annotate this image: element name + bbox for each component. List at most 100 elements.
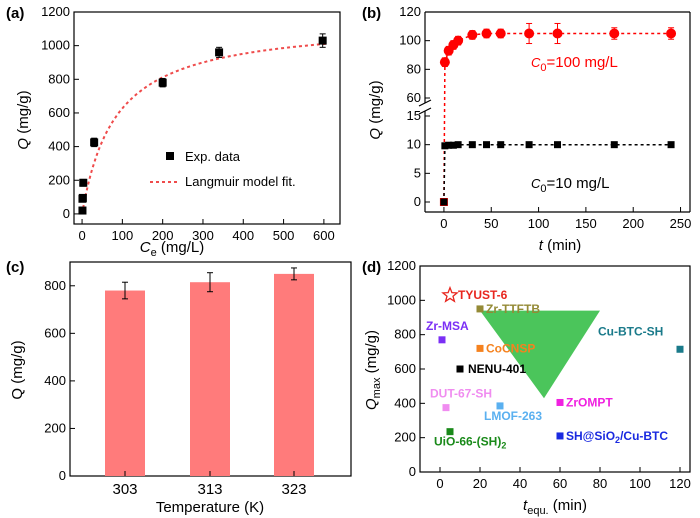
label-uio-66-sh-: UiO-66-(SH)2	[434, 435, 506, 451]
series-c0-10-point	[454, 141, 462, 149]
y-tick-label: 800	[48, 71, 70, 86]
x-tick-label: 0	[78, 228, 85, 243]
series-c0-10-point	[497, 141, 505, 149]
y-tick-label: 800	[44, 278, 66, 293]
panel-c-ylabel: Q (mg/g)	[9, 340, 26, 399]
point-zr-ttftb	[476, 305, 484, 313]
y-tick-label: 600	[394, 361, 416, 376]
y-tick-label: 0	[63, 206, 70, 221]
series-c0-10-point	[554, 141, 561, 149]
exp-data-point	[78, 206, 87, 215]
y-tick-label: 5	[414, 165, 421, 180]
legend-fit: Langmuir model fit.	[185, 174, 296, 189]
series-c0-10-point	[610, 141, 618, 149]
annotation-c0-100: C0=100 mg/L	[531, 54, 618, 74]
label-lmof-263: LMOF-263	[484, 409, 542, 423]
y-tick-label: 0	[409, 464, 416, 479]
x-tick-label: 120	[669, 476, 691, 491]
exp-data-point	[90, 138, 99, 147]
x-tick-label: 200	[152, 228, 174, 243]
y-tick-label: 15	[407, 108, 421, 123]
series-c0-100-point	[495, 28, 506, 39]
point-lmof-263	[496, 402, 504, 410]
panel-a-ylabel: Q (mg/g)	[15, 90, 32, 149]
series-c0-10-point	[483, 141, 491, 149]
langmuir-fit-curve	[81, 42, 326, 215]
bar-303	[105, 290, 145, 476]
y-tick-label: 60	[407, 90, 421, 105]
series-c0-10-line	[443, 143, 672, 203]
point-cu-btc-sh	[676, 345, 684, 353]
legend-exp-data: Exp. data	[185, 149, 241, 164]
x-tick-label: 100	[528, 216, 550, 231]
x-tick-label: 150	[575, 216, 597, 231]
x-tick-label: 80	[593, 476, 607, 491]
label-cu-btc-sh: Cu-BTC-SH	[598, 324, 663, 338]
y-tick-label: 400	[48, 139, 70, 154]
series-c0-100-point	[453, 35, 464, 46]
series-c0-10-point	[525, 141, 533, 149]
panel-d: (d) 0 20 40 60 80 100 120 0 200 400 600 800 1000 120…	[362, 258, 691, 517]
point-cocnsp	[476, 344, 484, 352]
y-tick-label: 800	[394, 327, 416, 342]
x-tick-label: 500	[273, 228, 295, 243]
x-tick-label: 0	[440, 216, 447, 231]
panel-c-title: (c)	[6, 259, 24, 276]
series-c0-100-point	[609, 28, 620, 39]
bar-323	[274, 273, 314, 476]
label-dut-67-sh: DUT-67-SH	[430, 387, 492, 401]
panel-a-frame	[73, 11, 341, 225]
label-cocnsp: CoCNSP	[486, 341, 535, 355]
y-tick-label: 600	[44, 325, 66, 340]
y-tick-label: 400	[394, 395, 416, 410]
trend-triangle-arrow	[480, 310, 600, 399]
label-nenu-401: NENU-401	[468, 362, 526, 376]
panel-b-xlabel: t (min)	[539, 237, 582, 254]
y-tick-label: 0	[414, 194, 421, 209]
series-c0-100-point	[439, 57, 450, 68]
y-tick-label: 10	[407, 137, 421, 152]
point-uio-66-sh-	[446, 428, 454, 436]
y-tick-label: 120	[399, 4, 421, 19]
panel-b: (b) 0 50 100 150 200 250 60 80 100 120 0 5 10 15 C0=…	[362, 4, 691, 254]
y-tick-label: 1000	[41, 38, 70, 53]
panel-b-title: (b)	[362, 5, 381, 22]
series-c0-10-point	[468, 141, 476, 149]
y-tick-label: 1200	[387, 258, 416, 273]
x-tick-label: 323	[281, 481, 306, 498]
y-tick-label: 0	[59, 468, 66, 483]
y-tick-label: 400	[44, 373, 66, 388]
panel-d-title: (d)	[362, 259, 381, 276]
series-c0-10-point	[441, 142, 449, 150]
series-c0-10-point	[440, 198, 448, 206]
series-c0-100-point	[481, 28, 492, 39]
y-tick-label: 200	[394, 430, 416, 445]
x-tick-label: 100	[629, 476, 651, 491]
label-tyust-6: TYUST-6	[458, 288, 508, 302]
series-c0-100-point	[552, 28, 563, 39]
panel-c-xlabel: Temperature (K)	[156, 499, 264, 516]
panel-a-title: (a)	[6, 5, 24, 22]
y-tick-label: 200	[48, 172, 70, 187]
y-tick-label: 1200	[41, 4, 70, 19]
bar-313	[190, 282, 230, 476]
x-tick-label: 250	[670, 216, 692, 231]
series-c0-100-line	[443, 32, 672, 203]
x-tick-label: 40	[513, 476, 527, 491]
exp-data-point	[158, 78, 167, 87]
panel-d-ylabel: Qmax (mg/g)	[363, 330, 383, 410]
series-c0-100-point	[467, 29, 478, 40]
x-tick-label: 50	[484, 216, 498, 231]
series-c0-100-point	[524, 28, 535, 39]
x-tick-label: 303	[112, 481, 137, 498]
legend-marker-exp	[166, 152, 174, 160]
exp-data-point	[78, 193, 87, 202]
point-sh-sio	[556, 432, 564, 440]
label-zr-msa: Zr-MSA	[426, 319, 469, 333]
point-zrompt	[556, 398, 564, 406]
label-sh-sio: SH@SiO2/Cu-BTC	[566, 429, 668, 445]
x-tick-label: 100	[112, 228, 134, 243]
x-tick-label: 20	[473, 476, 487, 491]
panel-d-xlabel: tequ. (min)	[523, 497, 587, 517]
